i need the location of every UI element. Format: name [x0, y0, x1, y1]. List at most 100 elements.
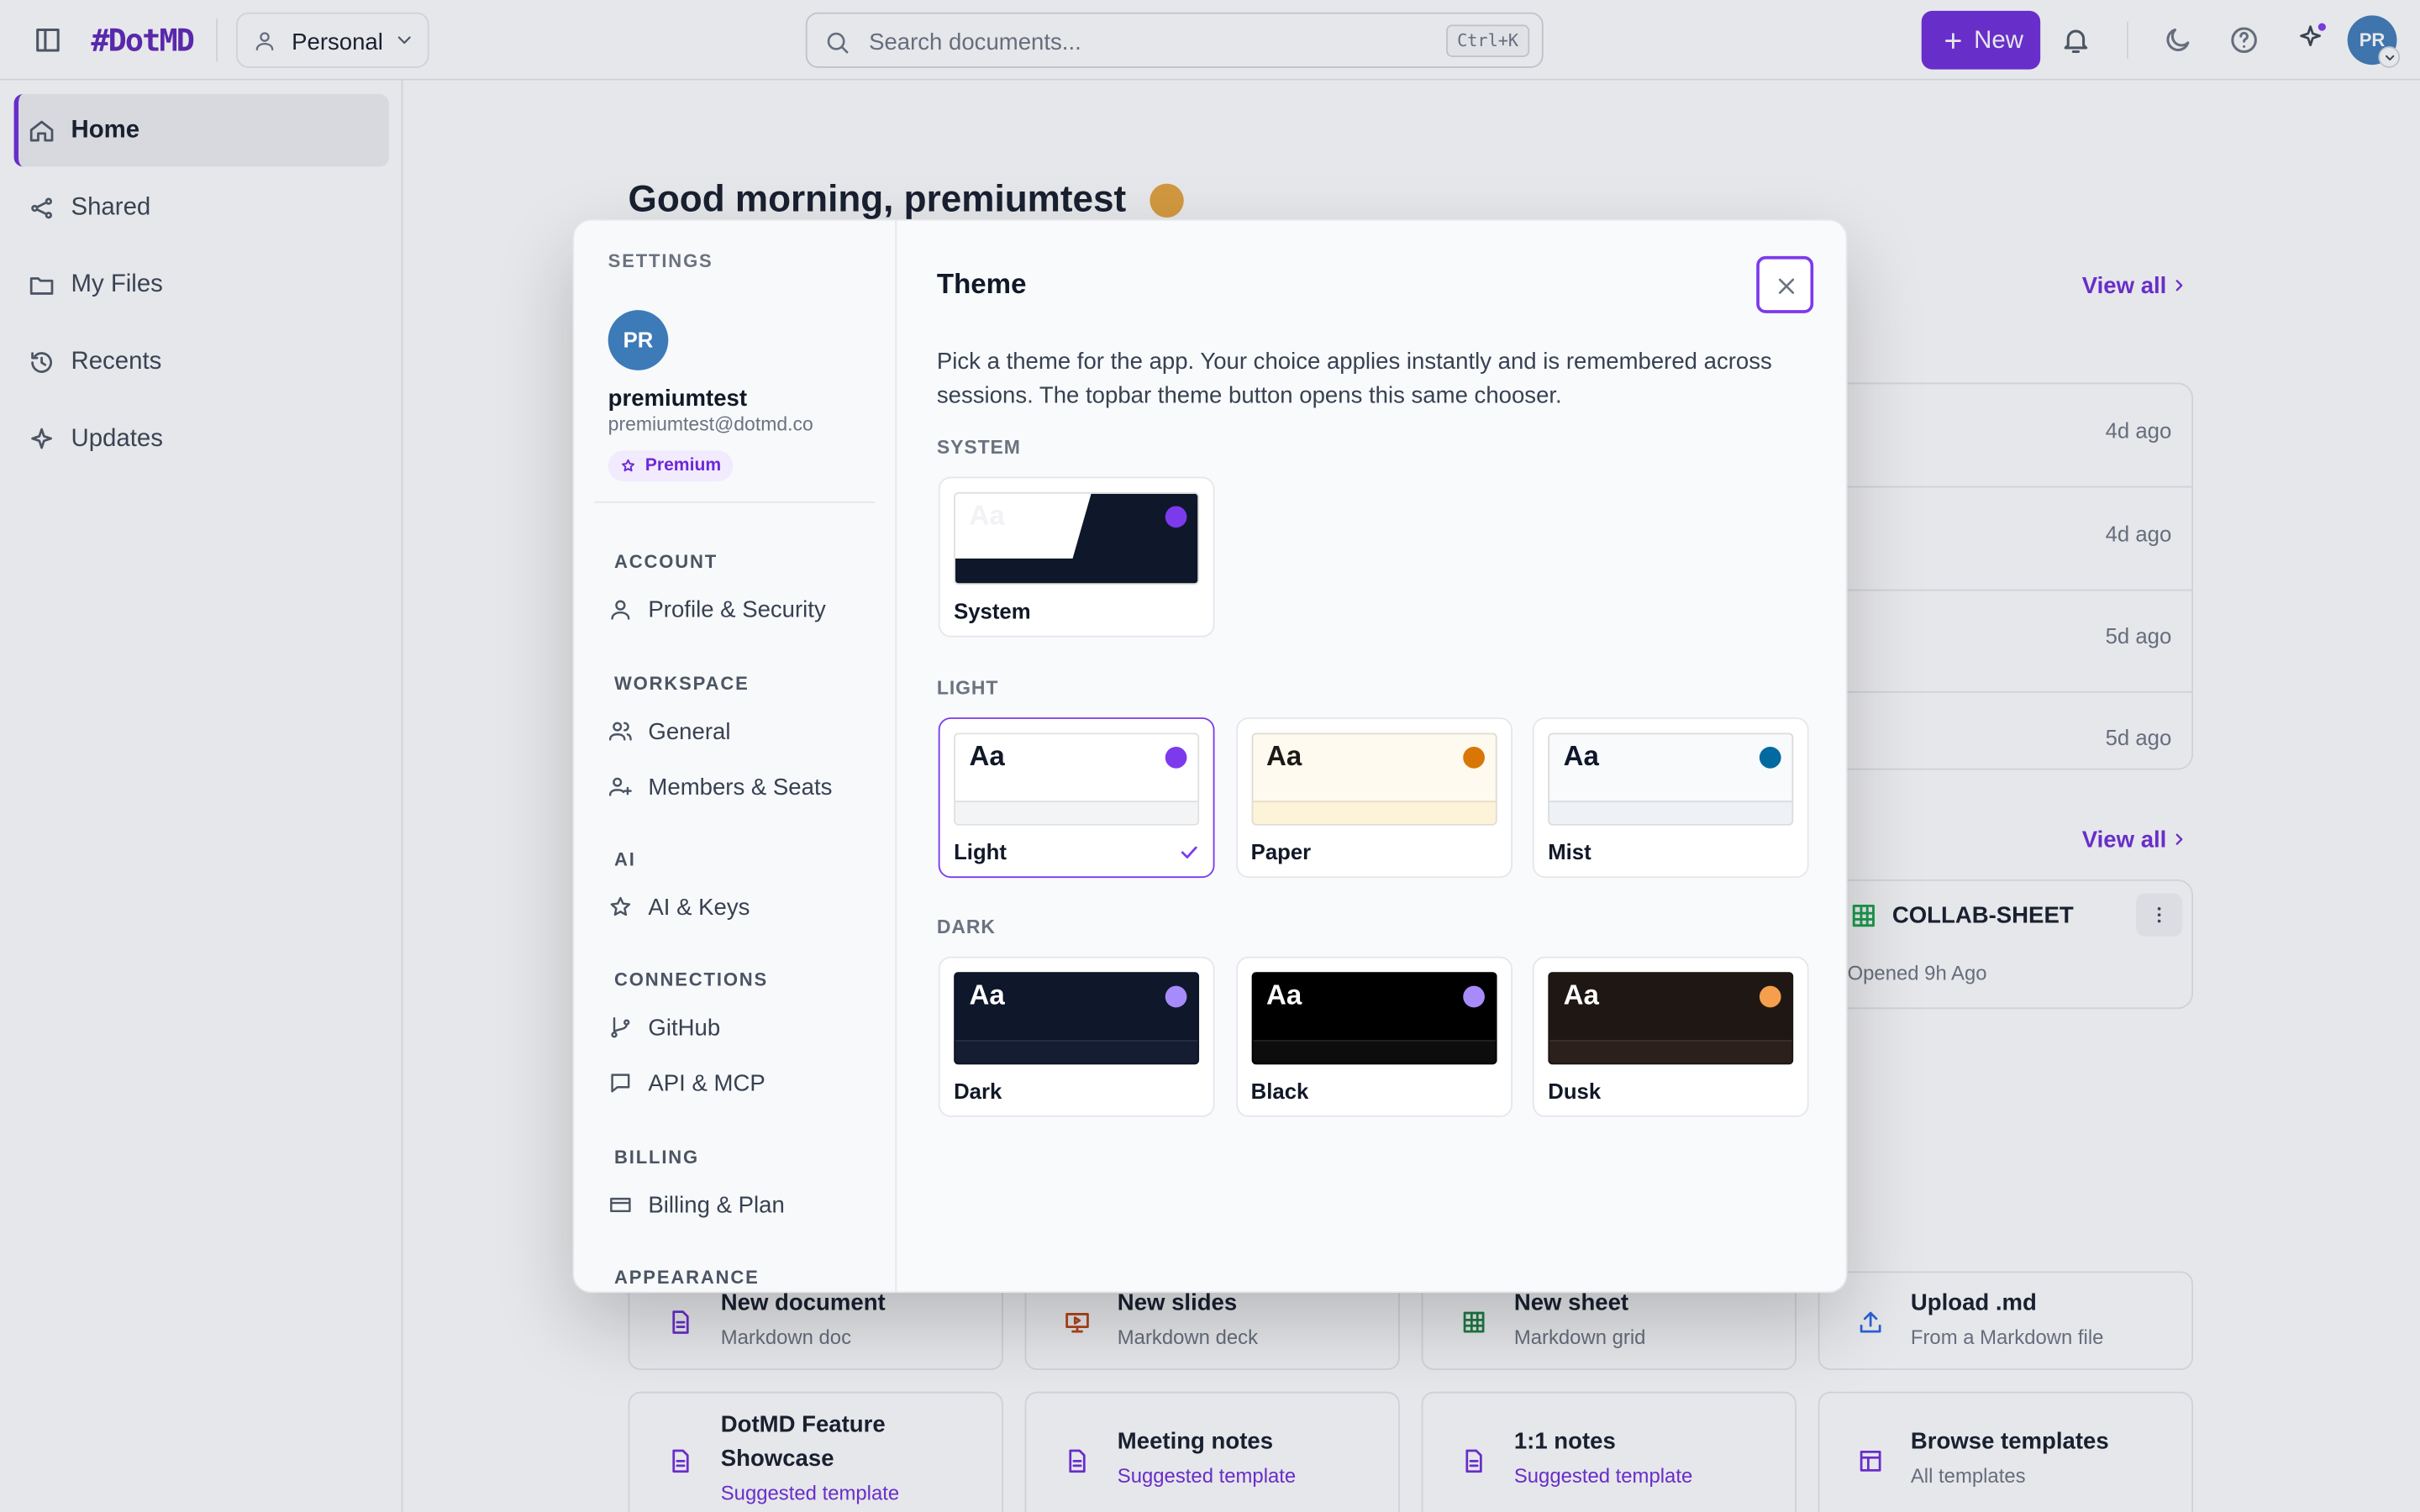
- icon: [2064, 29, 2088, 54]
- quick-action-title: New document: [720, 1289, 886, 1316]
- nav-item[interactable]: Billing & Plan: [648, 1191, 785, 1219]
- recent-time: 4d ago: [2105, 418, 2172, 444]
- icon: [672, 1448, 689, 1473]
- theme-option[interactable]: Aa Black: [1235, 956, 1512, 1117]
- icon: [1065, 1313, 1089, 1333]
- quick-action-text: New sheet Markdown grid: [1514, 1273, 1776, 1368]
- preview-bar: [955, 801, 1198, 824]
- topbar: #DotMD Personal Search documents... Ctrl+K N…: [0, 0, 2420, 81]
- nav-item[interactable]: API & MCP: [648, 1069, 765, 1096]
- quick-action-card[interactable]: Meeting notes Suggested template: [1024, 1391, 1400, 1512]
- view-all-link[interactable]: View all: [2081, 826, 2167, 853]
- nav-section-label: WORKSPACE: [614, 672, 750, 694]
- preview-dot: [1165, 746, 1187, 769]
- doc-card-subtitle: Opened 9h Ago: [1847, 961, 1987, 984]
- icon: [1860, 1311, 1881, 1333]
- icon: [31, 197, 52, 219]
- preview-dot: [1462, 985, 1485, 1008]
- preview-text: Aa: [969, 740, 1005, 772]
- quick-action-card[interactable]: DotMD Feature Showcase Suggested template: [628, 1391, 1003, 1512]
- divider: [2127, 21, 2128, 59]
- nav-section-label: CONNECTIONS: [614, 968, 769, 990]
- user-avatar: PR: [608, 310, 669, 370]
- section-label: SYSTEM: [936, 437, 1021, 459]
- avatar[interactable]: PR: [2347, 15, 2397, 66]
- preview-dot: [1759, 746, 1781, 769]
- icon: [255, 31, 273, 50]
- theme-preview: Aa: [1548, 972, 1794, 1065]
- quick-action-card[interactable]: 1:1 notes Suggested template: [1421, 1391, 1797, 1512]
- theme-preview: Aa: [954, 491, 1200, 585]
- user-name: premiumtest: [608, 385, 748, 412]
- quick-action-title: Upload .md: [1910, 1289, 2037, 1316]
- preview-bar: [1549, 1039, 1792, 1063]
- new-button[interactable]: New: [1921, 10, 2041, 70]
- new-button-label: New: [1974, 27, 2023, 54]
- quick-action-subtitle: Markdown doc: [720, 1325, 852, 1349]
- preview-dot: [1165, 985, 1187, 1008]
- nav-item[interactable]: AI & Keys: [648, 894, 750, 921]
- theme-name: Dusk: [1548, 1079, 1602, 1104]
- search-box[interactable]: Search documents... Ctrl+K: [805, 12, 1544, 68]
- quick-action-subtitle: From a Markdown file: [1910, 1325, 2104, 1349]
- view-all-link[interactable]: View all: [2081, 272, 2167, 299]
- icon: [2175, 833, 2183, 845]
- preview-bar: [955, 1039, 1198, 1063]
- sidebar-item[interactable]: Shared: [71, 194, 151, 221]
- quick-action-subtitle: Suggested template: [1117, 1463, 1297, 1487]
- section-label: DARK: [936, 916, 996, 939]
- icon: [610, 896, 631, 916]
- sidebar: Home Shared My Files Recents Updates: [0, 80, 403, 1512]
- preview-dot: [1759, 985, 1781, 1008]
- quick-action-text: Browse templates All templates: [1911, 1394, 2173, 1512]
- theme-preview: Aa: [1548, 732, 1794, 826]
- nav-item[interactable]: General: [648, 718, 731, 745]
- preview-bar: [1252, 1039, 1495, 1063]
- settings-nav: SETTINGS PR premiumtest premiumtest@dotmd.c…: [574, 220, 897, 1292]
- recent-time: 4d ago: [2105, 520, 2172, 546]
- split-preview: [955, 493, 1198, 584]
- theme-option[interactable]: Aa Light: [938, 717, 1215, 879]
- icon: [1851, 904, 1875, 927]
- sidebar-item[interactable]: Home: [71, 117, 140, 144]
- theme-name: Black: [1250, 1079, 1309, 1104]
- sidebar-item[interactable]: My Files: [71, 270, 163, 298]
- sidebar-item[interactable]: Recents: [71, 348, 162, 375]
- theme-option[interactable]: Aa Dark: [938, 956, 1215, 1117]
- icon: [36, 28, 60, 52]
- nav-section-label: APPEARANCE: [614, 1266, 760, 1288]
- quick-action-subtitle: All templates: [1910, 1463, 2026, 1487]
- quick-action-card[interactable]: Browse templates All templates: [1818, 1391, 2193, 1512]
- theme-option[interactable]: Aa Mist: [1532, 717, 1809, 879]
- quick-action-text: 1:1 notes Suggested template: [1514, 1394, 1776, 1512]
- icon: [608, 777, 632, 796]
- plan-badge: Premium: [608, 450, 734, 482]
- icon: [397, 36, 411, 45]
- icon: [31, 352, 52, 373]
- theme-option[interactable]: Aa Dusk: [1532, 956, 1809, 1117]
- nav-item[interactable]: Members & Seats: [648, 774, 833, 801]
- quick-action-subtitle: Markdown grid: [1513, 1325, 1646, 1349]
- icon: [826, 31, 848, 53]
- quick-action-title: Browse templates: [1910, 1427, 2109, 1455]
- sidebar-item[interactable]: Updates: [71, 425, 163, 452]
- icon: [1180, 845, 1197, 858]
- divider: [216, 18, 218, 62]
- icon: [610, 1197, 631, 1213]
- quick-action-card[interactable]: Upload .md From a Markdown file: [1818, 1271, 2193, 1371]
- theme-preview: Aa: [1250, 732, 1497, 826]
- quick-action-title: 1:1 notes: [1513, 1427, 1616, 1455]
- doc-card-title: COLLAB-SHEET: [1891, 901, 2074, 928]
- settings-heading: SETTINGS: [608, 249, 713, 271]
- nav-item[interactable]: GitHub: [648, 1014, 721, 1041]
- workspace-switcher[interactable]: Personal: [236, 12, 429, 68]
- theme-option[interactable]: Aa System: [938, 476, 1215, 638]
- notification-dot: [2317, 23, 2326, 31]
- recent-time: 5d ago: [2105, 622, 2172, 648]
- close-button[interactable]: [1756, 255, 1814, 313]
- quick-action-subtitle: Suggested template: [720, 1480, 900, 1504]
- preview-bar: [1252, 801, 1495, 824]
- theme-option[interactable]: Aa Paper: [1235, 717, 1512, 879]
- nav-item[interactable]: Profile & Security: [648, 596, 826, 623]
